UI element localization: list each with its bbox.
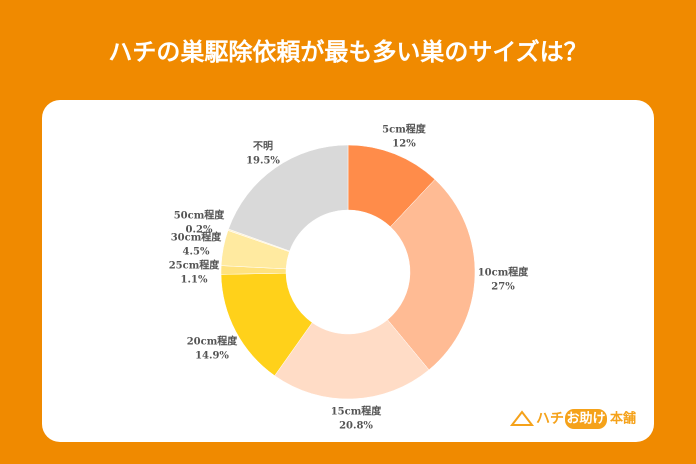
slice-label: 15cm程度: [331, 405, 383, 418]
logo-text: お助け: [566, 411, 605, 427]
slice-label: 20cm程度: [187, 335, 239, 348]
slice-value-label: 12%: [392, 139, 416, 150]
slice-value-label: 19.5%: [246, 156, 280, 167]
slice: [274, 319, 430, 400]
slice-label: 5cm程度: [382, 123, 427, 136]
slice: [387, 179, 476, 371]
slice-label: 不明: [253, 141, 273, 153]
logo-text: 本舗: [610, 411, 636, 427]
logo-badge: [565, 409, 607, 429]
slice-value-label: 27%: [491, 282, 515, 293]
logo: ハチ お助け 本舗: [509, 409, 636, 429]
slice-label: 25cm程度: [169, 259, 221, 272]
chart-title: ハチの巣駆除依頼が最も多い巣のサイズは？: [108, 38, 587, 66]
slice-label: 30cm程度: [171, 231, 223, 244]
logo-icon: [509, 410, 535, 426]
slice-label: 10cm程度: [478, 266, 530, 279]
slice: [228, 144, 349, 252]
slice-value-label: 20.8%: [339, 421, 373, 432]
slice-value-label: 14.9%: [195, 351, 229, 362]
slice-value-label: 4.5%: [183, 247, 210, 258]
logo-text: ハチ: [536, 411, 564, 427]
slice-value-label: 1.1%: [181, 275, 208, 286]
slice-label: 50cm程度: [174, 209, 226, 222]
card: [42, 100, 654, 442]
slice-value-label: 0.2%: [186, 225, 213, 236]
